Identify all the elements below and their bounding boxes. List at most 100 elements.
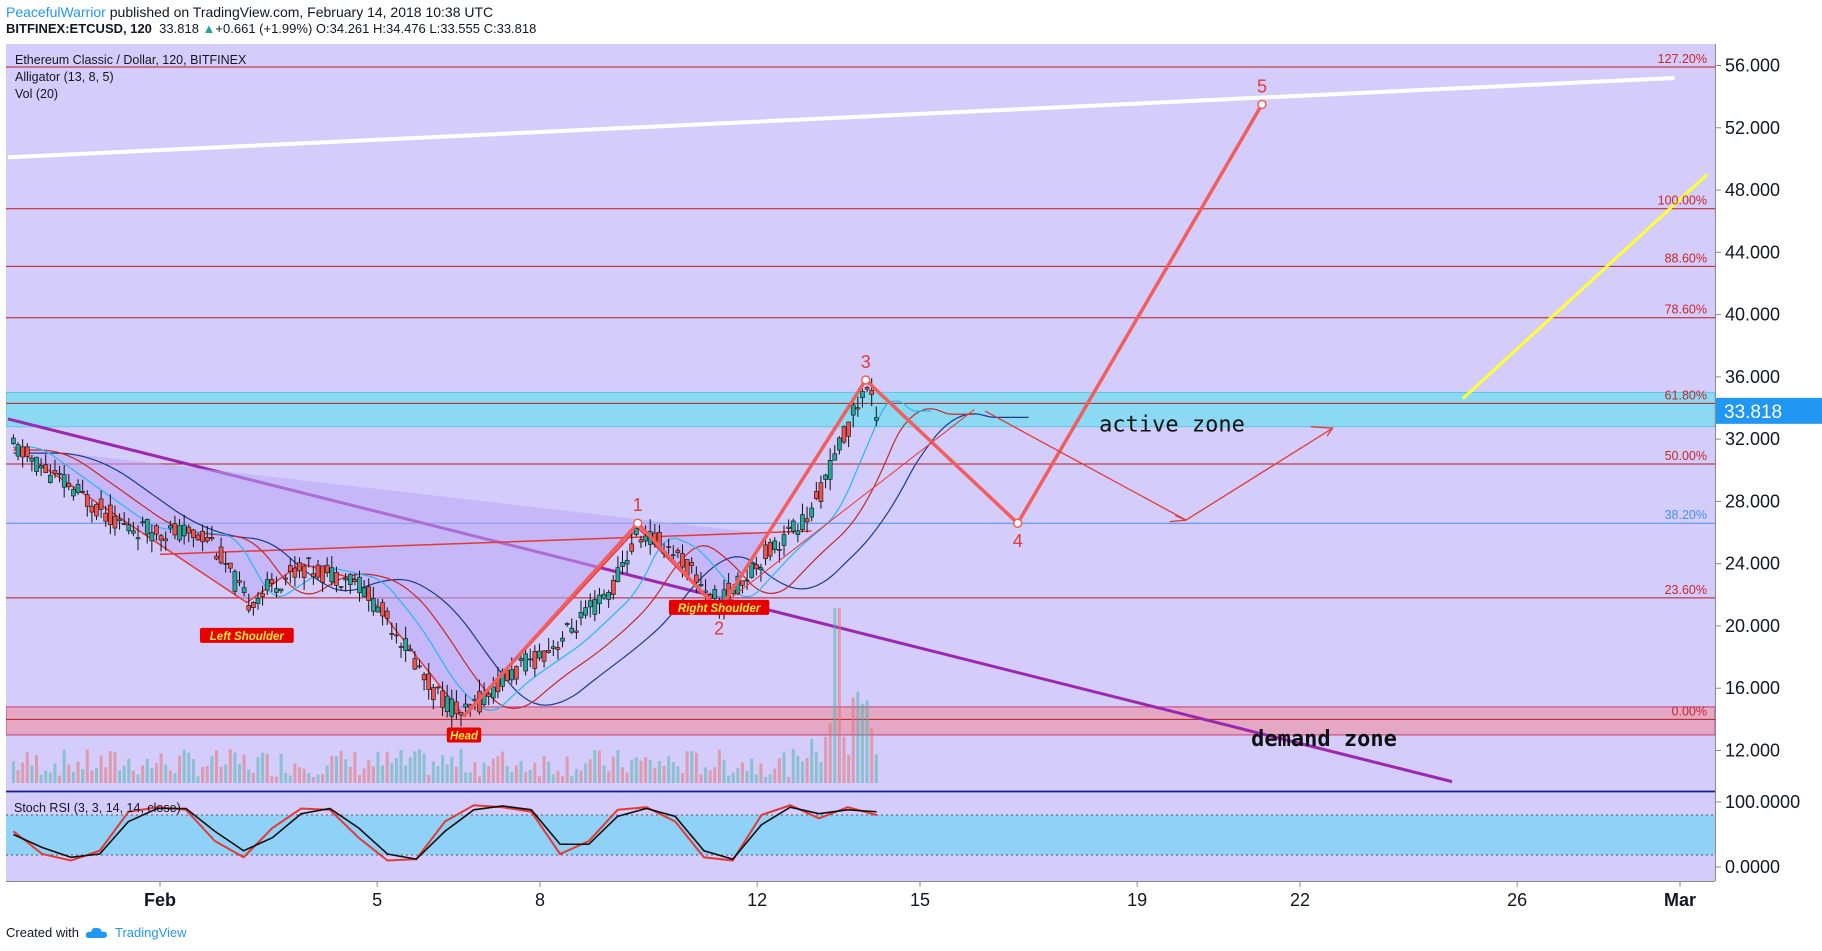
candle-body <box>712 589 718 599</box>
candle-body <box>869 389 874 395</box>
price-tick-label: 52.000 <box>1725 118 1780 138</box>
publish-info: published on TradingView.com, February 1… <box>109 4 494 20</box>
time-axis[interactable]: Feb 5 8 12 15 19 22 26 Mar <box>144 881 1696 910</box>
volume-bar <box>321 773 325 783</box>
candle-body <box>172 523 178 536</box>
candle-body <box>24 446 30 457</box>
volume-bar <box>874 754 878 783</box>
candle-body <box>509 669 515 681</box>
volume-bar <box>394 758 398 783</box>
candle-body <box>204 537 210 542</box>
volume-bar <box>390 763 394 783</box>
volume-bar <box>681 773 684 783</box>
price-tick-label: 20.000 <box>1725 616 1780 636</box>
volume-bar <box>150 767 154 783</box>
time-tick-label: 19 <box>1127 890 1147 910</box>
candle-body <box>578 611 584 619</box>
candle-body <box>587 600 593 608</box>
volume-bar <box>764 776 768 783</box>
candle-body <box>564 623 570 625</box>
wave-label: 2 <box>714 618 724 638</box>
volume-bar <box>556 770 560 783</box>
candle-body <box>790 520 796 532</box>
volume-bar <box>173 773 177 783</box>
tradingview-link[interactable]: TradingView <box>114 925 187 940</box>
time-tick-label: 26 <box>1507 890 1527 910</box>
candle-body <box>84 494 90 507</box>
candle-body <box>431 687 436 701</box>
volume-bar <box>330 755 334 783</box>
time-tick-label: 15 <box>910 890 930 910</box>
candle-body <box>315 564 321 578</box>
candle-body <box>615 567 621 583</box>
stoch-tick-label: 0.0000 <box>1725 857 1780 877</box>
alligator-jaw <box>13 413 1029 706</box>
candle-body <box>278 588 284 592</box>
candle-body <box>389 632 395 635</box>
volume-bar <box>381 765 385 783</box>
volume-bar <box>870 728 874 783</box>
elliott-wave-path <box>462 103 1264 718</box>
candle-body <box>149 532 155 542</box>
candle-body <box>287 565 293 573</box>
pattern-label-bg <box>668 599 770 615</box>
volume-bar <box>224 764 228 783</box>
candle-body <box>11 437 16 444</box>
candle-body <box>306 557 312 560</box>
volume-bar <box>334 756 338 783</box>
symbol-header: BITFINEX:ETCUSD, 120 33.818 ▲+0.661 (+1.… <box>6 21 536 36</box>
volume-bar <box>311 776 315 783</box>
volume-bar <box>270 775 274 783</box>
zone-band <box>6 706 1715 736</box>
volume-bar <box>625 772 629 783</box>
candle-body <box>241 587 247 594</box>
volume-bar <box>482 762 486 783</box>
stoch-layer <box>12 804 877 862</box>
volume-bar <box>371 766 375 783</box>
volume-bar <box>131 770 135 783</box>
stoch-k-line <box>12 804 877 862</box>
volume-bar <box>690 751 694 783</box>
volume-bar <box>699 774 703 783</box>
volume-bar <box>145 758 149 783</box>
volume-bar <box>851 697 855 783</box>
volume-bar <box>76 761 80 783</box>
candle-body <box>144 518 150 535</box>
author-link[interactable]: PeacefulWarrior <box>6 4 106 20</box>
volume-bar <box>787 776 791 783</box>
alt-arrow-icon <box>1169 514 1187 523</box>
candle-body <box>232 571 238 592</box>
candle-body <box>606 592 611 600</box>
candle-body <box>814 491 819 500</box>
volume-bar <box>316 774 320 783</box>
volume-bar <box>616 749 620 783</box>
candle-body <box>698 583 704 587</box>
time-tick-label: Mar <box>1664 890 1696 910</box>
candle-body <box>689 562 695 566</box>
candle-body <box>449 698 455 717</box>
volume-bar <box>122 765 126 783</box>
candle-body <box>777 549 782 551</box>
candle-body <box>126 524 132 532</box>
volume-bar <box>459 749 463 783</box>
time-tick-label: Feb <box>144 890 176 910</box>
candle-body <box>421 674 427 681</box>
volume-bar <box>837 608 841 783</box>
candle-body <box>486 693 492 697</box>
candle-body <box>758 567 764 571</box>
candle-body <box>694 574 699 583</box>
pattern-label: Head <box>450 730 479 742</box>
candle-body <box>620 562 625 567</box>
price-axis[interactable]: 56.000 52.000 48.000 44.000 40.000 36.000 32.0… <box>1715 56 1822 878</box>
fib-label: 61.80% <box>1665 388 1707 402</box>
volume-bar <box>657 761 661 783</box>
candle-body <box>749 563 755 578</box>
candle-body <box>246 605 252 611</box>
volume-bar <box>293 763 297 783</box>
legend-volume: Vol (20) <box>15 87 58 101</box>
volume-bar <box>205 765 209 783</box>
volume-bar <box>805 757 809 783</box>
volume-bar <box>62 749 66 783</box>
candle-body <box>269 579 275 584</box>
